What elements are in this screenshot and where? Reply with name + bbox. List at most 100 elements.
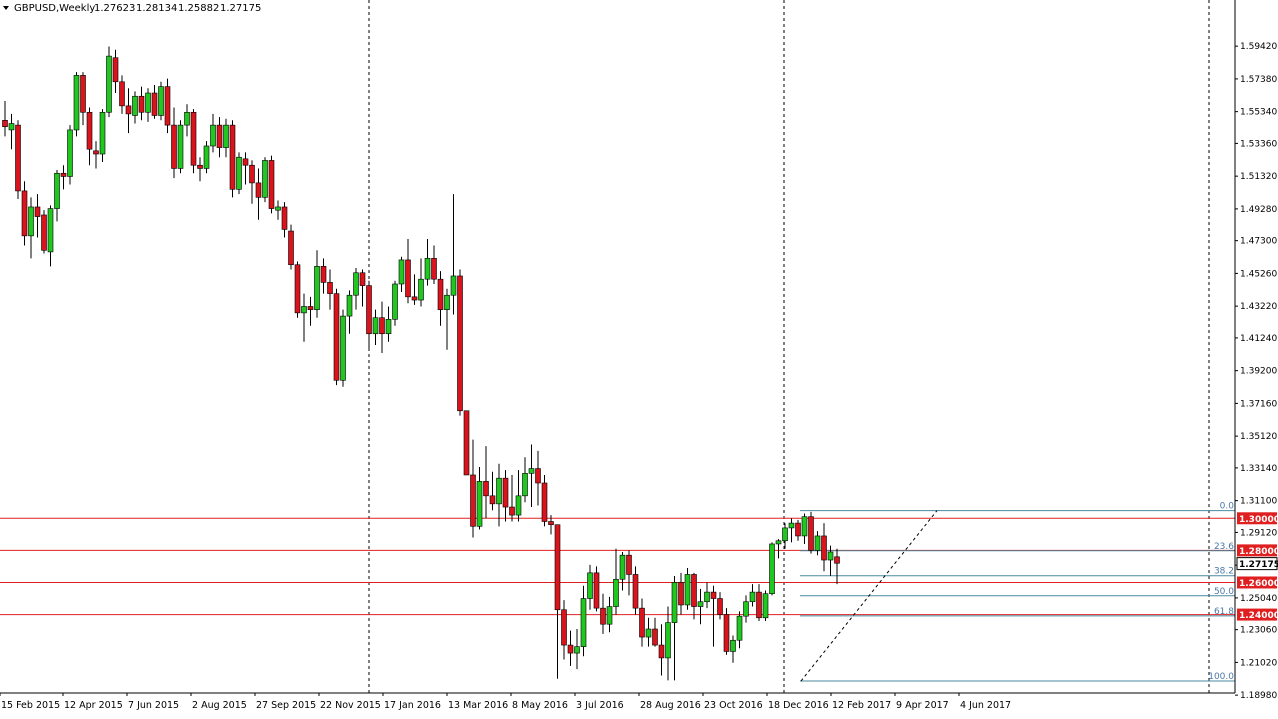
candle bbox=[437, 271, 444, 326]
bull-candle-body bbox=[28, 206, 34, 237]
candle bbox=[652, 617, 658, 647]
bear-candle-body bbox=[2, 120, 8, 128]
candle bbox=[541, 474, 548, 527]
candle bbox=[8, 113, 15, 150]
bull-candle-body bbox=[54, 172, 60, 209]
open-value: 1.27623 bbox=[94, 3, 135, 14]
bull-candle-body bbox=[671, 582, 678, 623]
bear-candle-body bbox=[171, 124, 177, 169]
level-price-tag bbox=[1237, 512, 1277, 525]
bull-candle-body bbox=[392, 283, 398, 320]
bull-candle-body bbox=[223, 124, 229, 148]
candle bbox=[86, 107, 93, 166]
bear-candle-body bbox=[21, 190, 28, 237]
bull-candle-body bbox=[515, 495, 522, 516]
candle bbox=[398, 256, 405, 293]
bull-candle-body bbox=[775, 540, 782, 545]
fibonacci-retracement[interactable]: 0.0 23.6 38.2 50.0 61.8 100.0 bbox=[800, 502, 1235, 682]
bear-candle-body bbox=[632, 574, 639, 609]
bear-candle-body bbox=[710, 591, 717, 599]
candle bbox=[554, 524, 561, 679]
symbol-label: GBPUSD,Weekly bbox=[14, 3, 95, 14]
bull-candle-body bbox=[385, 318, 392, 335]
price-tick-label: 1.33140 bbox=[1240, 464, 1277, 474]
bear-candle-body bbox=[216, 124, 223, 148]
bear-candle-body bbox=[808, 516, 814, 551]
candle bbox=[697, 588, 704, 625]
bear-candle-body bbox=[535, 468, 541, 484]
time-tick-label: 28 Aug 2016 bbox=[640, 700, 701, 711]
bull-candle-body bbox=[177, 124, 184, 169]
close-value: 1.27175 bbox=[220, 3, 261, 14]
fib-level-label: 100.0 bbox=[1208, 672, 1234, 682]
price-tick-label: 1.45260 bbox=[1240, 269, 1277, 279]
candle bbox=[431, 245, 437, 284]
bull-candle-body bbox=[236, 156, 242, 190]
candle bbox=[333, 288, 340, 386]
candle bbox=[28, 197, 34, 259]
candle bbox=[639, 598, 645, 647]
candle bbox=[821, 523, 827, 572]
candle bbox=[593, 566, 600, 612]
candle bbox=[262, 157, 268, 203]
time-axis[interactable]: 15 Feb 2015 12 Apr 2015 7 Jun 2015 2 Aug 20… bbox=[0, 693, 1011, 711]
candle bbox=[645, 617, 652, 647]
bull-candle-body bbox=[262, 160, 268, 198]
candle bbox=[242, 152, 249, 185]
candle bbox=[463, 410, 470, 476]
high-value: 1.28134 bbox=[136, 3, 177, 14]
candle bbox=[307, 296, 314, 326]
period-separators bbox=[368, 0, 1210, 693]
price-tick-label: 1.25040 bbox=[1240, 594, 1277, 604]
bull-candle-body bbox=[522, 473, 528, 497]
bull-candle-body bbox=[574, 646, 580, 654]
dropdown-triangle-icon[interactable] bbox=[3, 6, 9, 10]
bull-candle-body bbox=[372, 317, 379, 335]
price-tick-label: 1.35120 bbox=[1240, 432, 1277, 442]
candle bbox=[229, 120, 236, 198]
candle bbox=[171, 107, 177, 179]
bear-candle-body bbox=[437, 278, 444, 310]
bull-candle-body bbox=[788, 522, 795, 529]
bear-candle-body bbox=[756, 591, 762, 619]
candle bbox=[73, 72, 80, 137]
candle bbox=[782, 523, 788, 549]
bear-candle-body bbox=[294, 264, 301, 314]
bull-candle-body bbox=[184, 111, 190, 126]
bull-candle-body bbox=[444, 294, 450, 310]
fib-trend-line[interactable] bbox=[800, 510, 938, 682]
price-tick-label: 1.23060 bbox=[1240, 626, 1277, 636]
candle bbox=[470, 439, 476, 538]
bear-candle-body bbox=[164, 86, 171, 126]
bull-candle-body bbox=[730, 639, 736, 652]
candle bbox=[164, 78, 171, 134]
bull-candle-body bbox=[340, 315, 346, 381]
level-price-tag bbox=[1237, 576, 1277, 589]
price-axis[interactable]: 1.59420 1.57380 1.55340 1.53360 1.51320 1.492… bbox=[1235, 42, 1277, 701]
bull-candle-body bbox=[665, 622, 671, 659]
candle bbox=[177, 120, 184, 174]
bear-candle-body bbox=[457, 275, 463, 412]
bear-candle-body bbox=[268, 160, 275, 209]
candle bbox=[34, 194, 41, 238]
current-price-label: 1.27175 bbox=[1239, 560, 1278, 570]
bear-candle-body bbox=[483, 481, 489, 497]
bear-candle-body bbox=[541, 482, 548, 522]
candle bbox=[21, 181, 28, 246]
fib-level-label: 0.0 bbox=[1220, 502, 1235, 512]
candle bbox=[223, 118, 229, 158]
bear-candle-body bbox=[548, 521, 554, 526]
price-tick-label: 1.39200 bbox=[1240, 367, 1277, 377]
bear-candle-body bbox=[834, 556, 840, 564]
bear-candle-body bbox=[307, 306, 314, 310]
current-price-tag bbox=[1236, 557, 1278, 571]
time-tick-label: 22 Nov 2015 bbox=[320, 700, 381, 711]
bull-candle-body bbox=[587, 572, 593, 599]
price-tick-label: 1.55340 bbox=[1240, 108, 1277, 118]
candle bbox=[626, 550, 632, 596]
bull-candle-body bbox=[398, 259, 405, 285]
price-tick-label: 1.59420 bbox=[1240, 42, 1277, 52]
bull-candle-body bbox=[275, 206, 281, 211]
